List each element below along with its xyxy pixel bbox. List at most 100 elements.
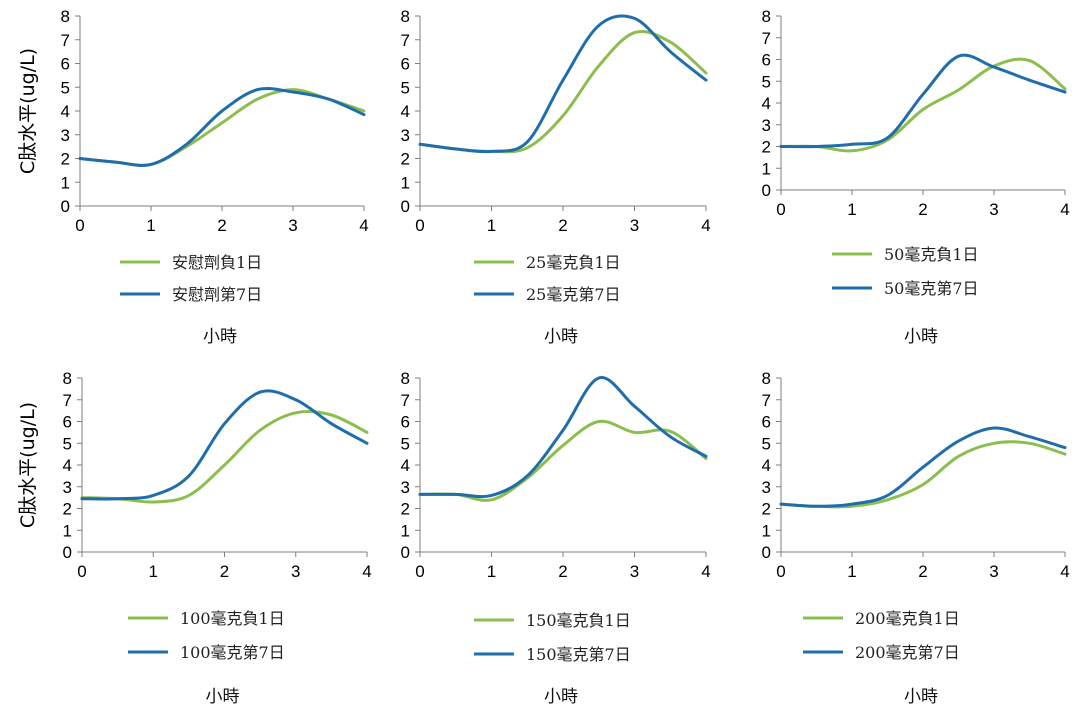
x-tick-label: 2 [558, 216, 567, 235]
y-tick-label: 6 [401, 413, 410, 432]
y-axis-title: C肽水平(ug/L) [17, 402, 39, 528]
x-tick-label: 0 [415, 562, 424, 581]
y-tick-label: 6 [63, 413, 72, 432]
series-line-day7 [78, 86, 366, 167]
y-tick-label: 1 [401, 173, 410, 192]
x-tick-label: 4 [701, 216, 710, 235]
y-tick-label: 8 [762, 369, 771, 388]
series-line-day7 [779, 426, 1067, 508]
y-tick-label: 8 [401, 7, 410, 26]
x-tick-label: 2 [220, 562, 229, 581]
x-axis-title: 小時 [544, 327, 578, 347]
y-tick-label: 1 [762, 159, 771, 178]
x-tick-label: 3 [288, 216, 297, 235]
x-tick-label: 2 [558, 562, 567, 581]
series-line-day1 [779, 57, 1067, 153]
x-tick-label: 2 [918, 562, 927, 581]
legend-label: 25毫克負1日 [526, 253, 621, 272]
x-axis-title: 小時 [904, 327, 938, 347]
y-tick-label: 6 [762, 51, 771, 70]
x-tick-label: 4 [359, 216, 368, 235]
x-tick-label: 3 [989, 200, 998, 219]
x-axis-title: 小時 [544, 687, 578, 707]
y-tick-label: 7 [401, 31, 410, 50]
series-line-day1 [78, 88, 366, 167]
y-tick-label: 0 [401, 197, 410, 216]
x-axis-title: 小時 [206, 687, 240, 707]
legend-label: 50毫克負1日 [884, 245, 979, 264]
y-tick-label: 1 [401, 521, 410, 540]
y-tick-label: 5 [762, 434, 771, 453]
y-tick-label: 5 [61, 78, 70, 97]
y-tick-label: 4 [762, 456, 771, 475]
y-tick-label: 0 [61, 197, 70, 216]
y-axis-title: C肽水平(ug/L) [17, 48, 39, 174]
x-tick-label: 1 [847, 200, 856, 219]
y-tick-label: 2 [762, 138, 771, 157]
x-tick-label: 1 [487, 562, 496, 581]
x-tick-label: 0 [776, 562, 785, 581]
x-tick-label: 1 [487, 216, 496, 235]
y-tick-label: 5 [63, 434, 72, 453]
y-tick-label: 8 [61, 7, 70, 26]
series-line-day7 [418, 376, 708, 499]
y-tick-label: 4 [61, 102, 70, 121]
x-axis-title: 小時 [904, 687, 938, 707]
legend-label: 200毫克負1日 [855, 609, 960, 628]
y-tick-label: 1 [762, 521, 771, 540]
y-tick-label: 8 [401, 369, 410, 388]
y-tick-label: 3 [61, 126, 70, 145]
legend-label: 100毫克第7日 [180, 643, 285, 662]
y-tick-label: 0 [401, 543, 410, 562]
y-tick-label: 6 [401, 55, 410, 74]
x-axis-title: 小時 [203, 327, 237, 347]
legend-label: 200毫克第7日 [855, 643, 960, 662]
y-tick-label: 4 [401, 102, 410, 121]
y-tick-label: 2 [63, 500, 72, 519]
x-tick-label: 1 [847, 562, 856, 581]
x-tick-label: 2 [217, 216, 226, 235]
legend-label: 安慰劑負1日 [172, 253, 262, 272]
x-tick-label: 3 [630, 562, 639, 581]
x-tick-label: 4 [1060, 562, 1069, 581]
series-line-day7 [80, 389, 369, 501]
y-tick-label: 1 [63, 521, 72, 540]
series-line-day7 [779, 53, 1067, 149]
y-tick-label: 3 [762, 116, 771, 135]
y-tick-label: 0 [63, 543, 72, 562]
y-tick-label: 6 [762, 413, 771, 432]
x-tick-label: 1 [149, 562, 158, 581]
legend-label: 150毫克第7日 [526, 645, 631, 664]
y-tick-label: 7 [401, 391, 410, 410]
y-tick-label: 1 [61, 173, 70, 192]
x-tick-label: 4 [701, 562, 710, 581]
y-tick-label: 5 [401, 434, 410, 453]
y-tick-label: 3 [63, 478, 72, 497]
y-tick-label: 7 [63, 391, 72, 410]
legend-label: 安慰劑第7日 [172, 285, 262, 304]
x-tick-label: 3 [630, 216, 639, 235]
legend-label: 150毫克負1日 [526, 611, 631, 630]
y-tick-label: 4 [401, 456, 410, 475]
y-tick-label: 8 [762, 7, 771, 26]
y-tick-label: 3 [401, 126, 410, 145]
y-tick-label: 2 [401, 500, 410, 519]
x-tick-label: 2 [918, 200, 927, 219]
x-tick-label: 4 [1060, 200, 1069, 219]
x-tick-label: 0 [75, 216, 84, 235]
y-tick-label: 2 [61, 150, 70, 169]
y-tick-label: 3 [401, 478, 410, 497]
y-tick-label: 7 [61, 31, 70, 50]
legend-label: 25毫克第7日 [526, 285, 621, 304]
x-tick-label: 0 [415, 216, 424, 235]
series-line-day1 [418, 29, 708, 154]
legend-label: 100毫克負1日 [180, 609, 285, 628]
y-tick-label: 2 [401, 150, 410, 169]
y-tick-label: 7 [762, 29, 771, 48]
